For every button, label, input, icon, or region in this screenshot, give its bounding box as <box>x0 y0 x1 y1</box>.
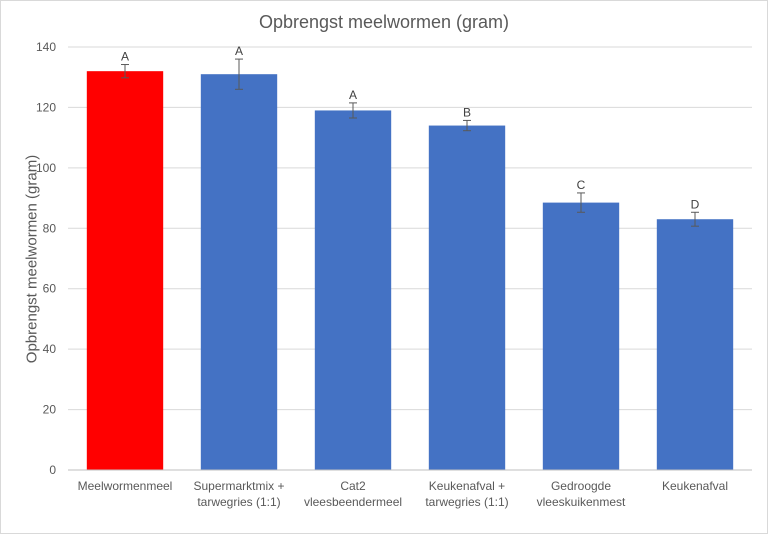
bar <box>86 71 164 471</box>
error-bar <box>463 119 471 132</box>
significance-label: A <box>235 44 243 58</box>
error-bar <box>577 192 585 213</box>
y-tick-label: 140 <box>36 40 56 54</box>
significance-label: B <box>463 105 471 119</box>
significance-label: C <box>577 178 586 192</box>
y-tick-label: 120 <box>36 100 56 114</box>
category-label: Meelwormenmeel <box>78 479 173 493</box>
category-labels: Meelwormenmeel Supermarktmix + tarwegries … <box>78 479 728 509</box>
y-tick-label: 0 <box>49 463 56 477</box>
category-label-line: vleesbeendermeel <box>304 495 402 509</box>
y-tick-label: 60 <box>43 282 57 296</box>
y-tick-labels: 0 20 40 60 80 100 120 140 <box>36 40 56 477</box>
error-bar <box>235 58 243 90</box>
category-label-line: tarwegries (1:1) <box>425 495 508 509</box>
bar <box>428 125 506 471</box>
category-label-line: Keukenafval <box>662 479 728 493</box>
bars <box>86 71 734 471</box>
significance-labels: A A A B C D <box>121 44 700 211</box>
error-bar <box>121 64 129 79</box>
category-label: Gedroogde vleeskuikenmest <box>537 479 626 509</box>
error-bars <box>121 58 699 227</box>
category-label: Supermarktmix + tarwegries (1:1) <box>193 479 284 509</box>
y-tick-label: 100 <box>36 161 56 175</box>
significance-label: A <box>349 88 357 102</box>
category-label: Keukenafval + tarwegries (1:1) <box>425 479 508 509</box>
category-label-line: Cat2 <box>340 479 366 493</box>
bar <box>656 219 734 470</box>
category-label-line: Gedroogde <box>551 479 611 493</box>
category-label: Keukenafval <box>662 479 728 493</box>
y-tick-label: 80 <box>43 221 57 235</box>
category-label-line: Keukenafval + <box>429 479 505 493</box>
category-label-line: Meelwormenmeel <box>78 479 173 493</box>
chart-title: Opbrengst meelwormen (gram) <box>258 12 510 32</box>
category-label: Cat2 vleesbeendermeel <box>304 479 402 509</box>
significance-label: A <box>121 50 129 64</box>
y-tick-label: 40 <box>43 342 57 356</box>
category-label-line: tarwegries (1:1) <box>197 495 280 509</box>
y-tick-label: 20 <box>43 403 57 417</box>
error-bar <box>691 211 699 227</box>
category-label-line: vleeskuikenmest <box>537 495 626 509</box>
bar <box>314 110 392 470</box>
bar <box>200 74 278 470</box>
gridlines <box>68 46 752 411</box>
bar <box>542 202 620 470</box>
error-bar <box>349 102 357 119</box>
category-label-line: Supermarktmix + <box>193 479 284 493</box>
significance-label: D <box>691 197 700 211</box>
